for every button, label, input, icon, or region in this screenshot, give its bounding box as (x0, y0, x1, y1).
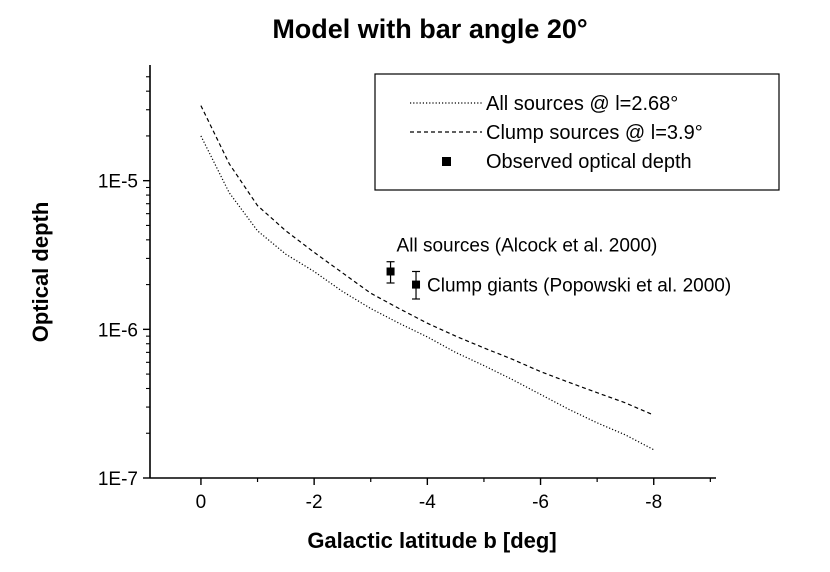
legend-label-observed: Observed optical depth (486, 151, 692, 173)
x-tick-label: -8 (645, 492, 662, 513)
legend: All sources @ l=2.68° Clump sources @ l=… (374, 73, 780, 191)
legend-box (374, 73, 780, 191)
annotation-popowski: Clump giants (Popowski et al. 2000) (427, 276, 731, 297)
chart-title: Model with bar angle 20° (272, 14, 587, 44)
x-tick-label: -2 (306, 492, 323, 513)
y-tick-label: 1E-7 (98, 469, 138, 490)
series-line-clump-sources (200, 105, 654, 416)
x-tick-label: -6 (532, 492, 549, 513)
series-line-all-sources (200, 135, 654, 451)
data-point-observed (412, 280, 421, 289)
legend-swatch-marker (442, 157, 451, 166)
x-axis-title: Galactic latitude b [deg] (307, 528, 556, 553)
x-tick-label: 0 (196, 492, 207, 513)
legend-label-clump-sources: Clump sources @ l=3.9° (486, 122, 703, 144)
annotation-alcock: All sources (Alcock et al. 2000) (397, 235, 658, 256)
plot-area: All sources (Alcock et al. 2000) Clump gi… (200, 105, 731, 451)
y-tick-label: 1E-5 (98, 172, 138, 193)
legend-label-all-sources: All sources @ l=2.68° (486, 93, 678, 115)
data-point-observed (386, 267, 395, 276)
y-tick-label: 1E-6 (98, 320, 138, 341)
y-axis-title: Optical depth (28, 202, 53, 343)
y-axis-ticks: 1E-7 1E-6 1E-5 (98, 76, 150, 490)
x-axis-ticks: 0 -2 -4 -6 -8 (196, 478, 711, 513)
x-tick-label: -4 (419, 492, 436, 513)
